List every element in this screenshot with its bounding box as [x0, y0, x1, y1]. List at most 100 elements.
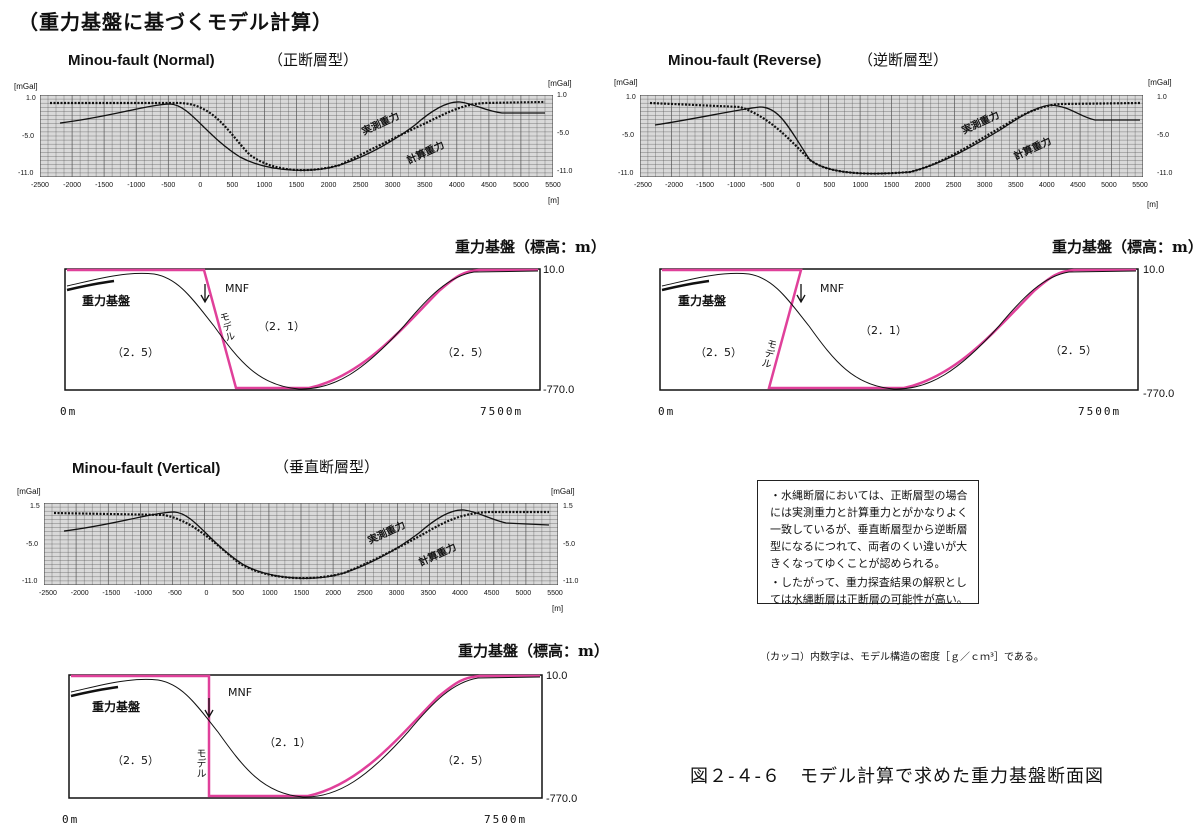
fault-label: MNF: [225, 282, 250, 295]
note-item: ・水縄断層においては、正断層型の場合には実測重力と計算重力とがかなりよく一致して…: [770, 489, 968, 570]
gravity-panel-normal-title: Minou-fault (Normal): [68, 52, 215, 69]
x-tick-row: -2500 -2000 -1500 -1000 -500 0 500 1000 …: [31, 182, 561, 192]
x-tick: 0: [796, 182, 801, 189]
x-tick: 4000: [449, 182, 465, 189]
density-left: （2．5）: [112, 754, 159, 767]
x-tick: 500: [226, 182, 239, 189]
x-tick: 3000: [384, 182, 401, 189]
y-tick: 1.0: [557, 92, 567, 99]
density-center: （2．1）: [258, 320, 305, 333]
x-tick: 5000: [513, 182, 529, 189]
gravity-panel-reverse-title: Minou-fault (Reverse): [668, 52, 822, 69]
y-tick: -5.0: [557, 130, 570, 137]
x-tick: -1000: [727, 182, 746, 189]
x-tick: 1000: [852, 182, 869, 189]
bottom-value: -770.0: [1143, 388, 1175, 400]
section-heading: 重力基盤（標高：m）: [1052, 238, 1195, 256]
x-tick: 1000: [262, 590, 278, 597]
x-tick: 3500: [420, 590, 437, 597]
x-tick: 4500: [483, 590, 500, 597]
arrow-icon: [204, 698, 214, 719]
density-left: （2．5）: [695, 346, 742, 359]
x-tick: 4500: [1070, 182, 1086, 189]
note-item: ・したがって、重力探査結果の解釈としては水縄断層は正断層の可能性が高い。: [770, 576, 968, 606]
observed-gravity-line: [654, 104, 1140, 175]
y-unit-right: [mGal]: [551, 487, 575, 496]
density-right: （2．5）: [1050, 344, 1097, 357]
section-frame: [68, 674, 543, 799]
x-tick: 2000: [320, 182, 337, 189]
grid-lines: [40, 95, 553, 177]
y-unit-left: [mGal]: [614, 78, 638, 87]
x-unit: [m]: [548, 196, 560, 205]
basement-label: 重力基盤: [678, 294, 727, 308]
gravity-chart-normal: [40, 95, 553, 177]
x-tick: -2500: [39, 590, 57, 597]
y-tick: -5.0: [26, 541, 39, 548]
fault-label: MNF: [820, 282, 845, 295]
x-tick: -1500: [102, 590, 121, 597]
y-tick: -11.0: [22, 578, 38, 585]
basement-line: [661, 270, 1137, 390]
y-unit-right: [mGal]: [1148, 78, 1172, 87]
gravity-panel-reverse-subtitle: （逆断層型）: [858, 51, 949, 69]
gravity-chart-reverse: [640, 95, 1143, 177]
x-tick: 4000: [452, 590, 468, 597]
x-tick: 1000: [256, 182, 273, 189]
x-tick: 500: [232, 590, 244, 597]
x-tick: -1500: [696, 182, 715, 189]
x-tick: 1500: [883, 182, 900, 189]
y-tick: -5.0: [563, 541, 576, 548]
basement-label: 重力基盤: [82, 294, 131, 308]
y-tick: 1.0: [26, 95, 36, 102]
x-tick: 5500: [1132, 182, 1148, 189]
x-tick: -2000: [63, 182, 82, 189]
y-unit-left: [mGal]: [14, 82, 38, 91]
y-tick: -11.0: [563, 578, 579, 585]
y-tick: -11.0: [618, 170, 634, 177]
x-tick: 1500: [288, 182, 305, 189]
density-right: （2．5）: [442, 754, 489, 767]
x-tick: 4000: [1039, 182, 1055, 189]
x-tick-row: -2500 -2000 -1500 -1000 -500 0 500 1000 …: [634, 182, 1148, 192]
section-frame: [659, 268, 1139, 391]
x-tick: 1500: [293, 590, 310, 597]
x-tick-row: -2500 -2000 -1500 -1000 -500 0 500 1000 …: [39, 590, 563, 600]
x-tick: 5500: [545, 182, 561, 189]
section-vertical: [68, 674, 543, 799]
section-reverse: [659, 268, 1139, 391]
top-value: 10.0: [546, 670, 568, 682]
x-tick: -1000: [127, 182, 146, 189]
y-tick: -5.0: [22, 133, 35, 140]
gravity-chart-vertical: [44, 503, 558, 585]
x-tick: 0: [198, 182, 203, 189]
gravity-panel-vertical-title: Minou-fault (Vertical): [72, 460, 221, 477]
basement-label: 重力基盤: [92, 700, 141, 714]
x-tick: 2000: [325, 590, 341, 597]
x-start-label: 0m: [60, 405, 78, 418]
x-tick: 2500: [357, 590, 373, 597]
x-tick: 2500: [352, 182, 369, 189]
x-tick: 0: [204, 590, 209, 597]
section-heading: 重力基盤（標高：m）: [455, 238, 606, 256]
density-right: （2．5）: [442, 346, 489, 359]
x-tick: -2500: [31, 182, 49, 189]
notes-box: ・水縄断層においては、正断層型の場合には実測重力と計算重力とがかなりよく一致して…: [757, 480, 979, 606]
x-start-label: 0m: [658, 405, 676, 418]
arrow-icon: [200, 284, 210, 304]
x-tick: -2500: [634, 182, 652, 189]
top-value: 10.0: [1143, 264, 1165, 276]
observed-gravity-line: [59, 101, 545, 171]
section-heading: 重力基盤（標高：m）: [458, 642, 609, 660]
x-tick: -500: [161, 182, 176, 189]
y-tick: -11.0: [1157, 170, 1173, 177]
y-tick: 1.5: [563, 503, 573, 510]
x-unit: [m]: [552, 604, 564, 613]
section-frame: [64, 268, 541, 391]
density-center: （2．1）: [264, 736, 311, 749]
x-tick: 4500: [481, 182, 497, 189]
basement-thick-line: [70, 685, 119, 698]
bottom-value: -770.0: [546, 793, 578, 805]
x-tick: 3000: [388, 590, 405, 597]
x-tick: 2500: [945, 182, 962, 189]
